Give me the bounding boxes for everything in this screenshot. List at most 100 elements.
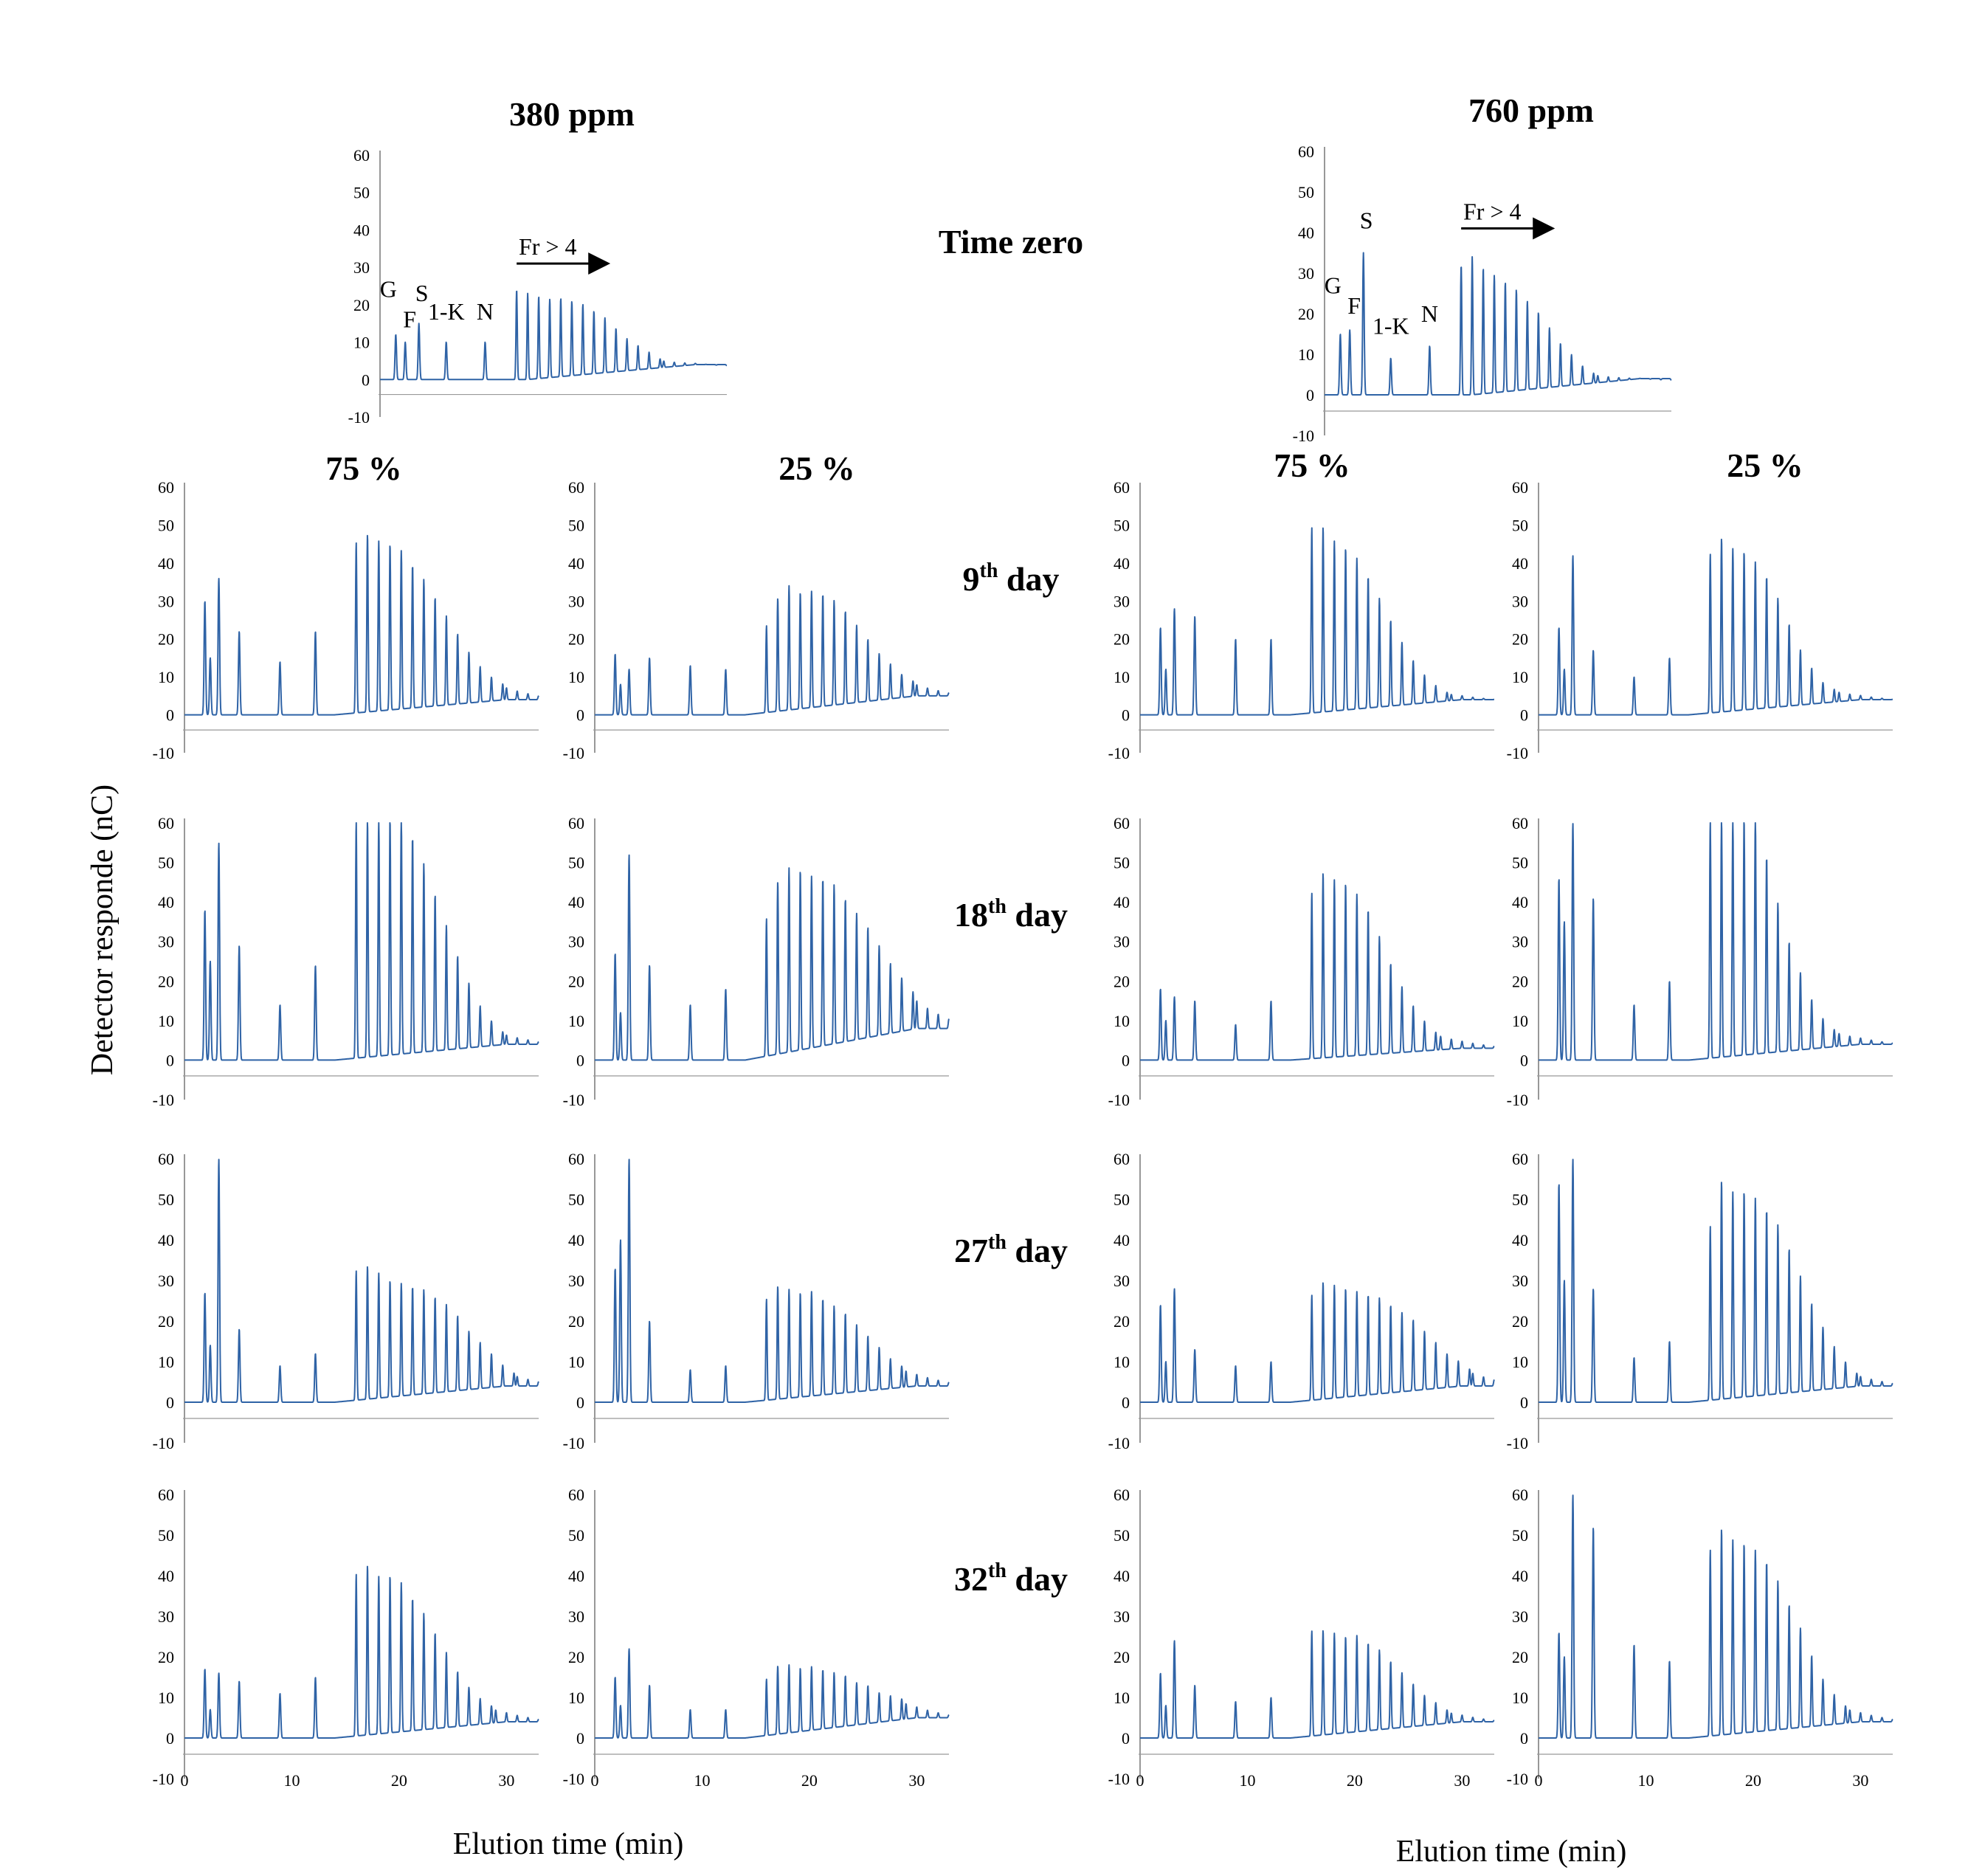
panel-380-25-d32: 60 50 40 30 20 10 0 -10 0 10 20 30 xyxy=(563,1486,950,1790)
y-tick-label: 50 xyxy=(1114,1190,1130,1209)
y-tick-label: 20 xyxy=(1512,630,1528,649)
y-tick-label: -10 xyxy=(563,744,584,762)
x-tick-label: 20 xyxy=(801,1771,818,1790)
chromatogram-trace xyxy=(594,1159,950,1403)
y-tick-label: 10 xyxy=(568,668,584,686)
y-tick-label: 20 xyxy=(568,1648,584,1666)
y-tick-label: 10 xyxy=(1114,1012,1130,1030)
y-tick-label: 50 xyxy=(1114,516,1130,534)
heading-380ppm: 380 ppm xyxy=(509,95,635,133)
y-tick-label: 40 xyxy=(1298,224,1314,242)
y-tick-label: 0 xyxy=(1520,1729,1528,1748)
y-tick-label: 30 xyxy=(1512,933,1528,951)
y-tick-label: 0 xyxy=(1122,1393,1130,1412)
y-tick-label: 50 xyxy=(568,516,584,534)
chromatogram-trace xyxy=(1139,1630,1495,1739)
y-tick-label: 20 xyxy=(1512,972,1528,990)
y-tick-label: 30 xyxy=(353,258,370,277)
panel-760-25-d32: 60 50 40 30 20 10 0 -10 0 10 20 30 xyxy=(1507,1486,1893,1790)
y-tick-label: 20 xyxy=(158,1648,174,1666)
y-tick-label: 50 xyxy=(353,184,370,202)
x-tick-label: 10 xyxy=(1239,1771,1255,1790)
y-tick-label: -10 xyxy=(1507,1091,1528,1109)
y-tick-label: 30 xyxy=(158,1272,174,1290)
y-tick-label: 0 xyxy=(1122,1051,1130,1069)
x-tick-label: 0 xyxy=(1136,1771,1144,1790)
y-tick-label: 30 xyxy=(568,592,584,610)
y-tick-label: 20 xyxy=(158,972,174,990)
heading-380-25: 25 % xyxy=(778,449,855,487)
y-tick-label: 60 xyxy=(1114,814,1130,832)
y-tick-label: 50 xyxy=(1512,1190,1528,1209)
y-tick-label: 20 xyxy=(158,630,174,649)
x-axis-label-right: Elution time (min) xyxy=(1396,1835,1627,1869)
y-tick-label: 40 xyxy=(353,221,370,239)
y-tick-label: 0 xyxy=(576,706,584,725)
y-tick-label: 50 xyxy=(158,854,174,872)
y-tick-label: 10 xyxy=(1512,1689,1528,1707)
x-tick-label: 30 xyxy=(1852,1771,1868,1790)
y-tick-label: -10 xyxy=(1108,1434,1130,1452)
y-tick-label: -10 xyxy=(563,1091,584,1109)
peak-label-s: S xyxy=(1360,207,1373,234)
y-tick-label: 20 xyxy=(1114,1312,1130,1331)
peak-label-f: F xyxy=(403,306,416,332)
y-tick-label: 10 xyxy=(1114,1689,1130,1707)
panel-760-25-d27: 60 50 40 30 20 10 0 -10 xyxy=(1507,1150,1893,1452)
y-tick-label: 60 xyxy=(158,1150,174,1168)
y-tick-label: 30 xyxy=(1512,592,1528,610)
y-tick-label: 40 xyxy=(1512,1231,1528,1249)
y-tick-label: 40 xyxy=(158,1567,174,1585)
chromatogram-trace xyxy=(1538,1159,1893,1403)
y-tick-label: 10 xyxy=(1512,1012,1528,1030)
y-tick-label: 10 xyxy=(1512,668,1528,686)
chromatogram-trace xyxy=(1139,527,1495,716)
chromatogram-trace xyxy=(594,854,950,1061)
chromatogram-trace xyxy=(184,822,539,1061)
x-tick-label: 30 xyxy=(498,1771,514,1790)
peak-label-s: S xyxy=(415,280,429,306)
fructan-label: Fr > 4 xyxy=(519,233,577,260)
y-tick-label: 0 xyxy=(1520,706,1528,725)
y-tick-label: 20 xyxy=(158,1312,174,1331)
heading-760ppm: 760 ppm xyxy=(1468,92,1594,129)
label-day-32: 32th day xyxy=(954,1559,1068,1598)
panel-380-25-d9: 60 50 40 30 20 10 0 -10 xyxy=(563,478,950,762)
y-tick-label: 20 xyxy=(1298,305,1314,323)
chromatogram-trace xyxy=(1139,873,1495,1061)
peak-label-n: N xyxy=(477,298,494,325)
y-tick-label: -10 xyxy=(1507,1434,1528,1452)
panel-760-75-d27: 60 50 40 30 20 10 0 -10 xyxy=(1108,1150,1495,1452)
y-tick-label: 40 xyxy=(158,893,174,911)
y-tick-label: 0 xyxy=(166,1393,174,1412)
panel-380-25-d18: 60 50 40 30 20 10 0 -10 xyxy=(563,814,950,1109)
y-tick-label: 50 xyxy=(568,1190,584,1209)
y-tick-label: 30 xyxy=(1114,592,1130,610)
y-tick-label: -10 xyxy=(153,744,174,762)
y-tick-label: 10 xyxy=(568,1689,584,1707)
y-tick-label: 10 xyxy=(1512,1353,1528,1371)
peak-label-1-k: 1-K xyxy=(1373,313,1409,339)
y-tick-label: 10 xyxy=(568,1353,584,1371)
x-tick-label: 10 xyxy=(694,1771,710,1790)
label-day-27: 27th day xyxy=(954,1231,1068,1269)
y-tick-label: 60 xyxy=(568,478,584,497)
x-tick-label: 20 xyxy=(1347,1771,1363,1790)
y-tick-label: 50 xyxy=(1512,516,1528,534)
y-tick-label: 50 xyxy=(568,854,584,872)
y-tick-label: 40 xyxy=(1114,1567,1130,1585)
y-tick-label: 60 xyxy=(1512,1150,1528,1168)
peak-label-n: N xyxy=(1421,300,1438,327)
y-tick-label: 30 xyxy=(158,592,174,610)
y-tick-label: 20 xyxy=(1114,1648,1130,1666)
y-tick-label: 40 xyxy=(568,893,584,911)
y-tick-label: 10 xyxy=(158,668,174,686)
panel-380-75-d27: 60 50 40 30 20 10 0 -10 xyxy=(153,1150,539,1452)
x-tick-label: 30 xyxy=(908,1771,925,1790)
y-tick-label: 0 xyxy=(166,1051,174,1069)
panel-760-75-d18: 60 50 40 30 20 10 0 -10 xyxy=(1108,814,1495,1109)
y-tick-label: 0 xyxy=(1520,1393,1528,1412)
y-tick-label: -10 xyxy=(1108,1770,1130,1788)
y-tick-label: 30 xyxy=(568,1272,584,1290)
y-tick-label: 50 xyxy=(1298,183,1314,201)
